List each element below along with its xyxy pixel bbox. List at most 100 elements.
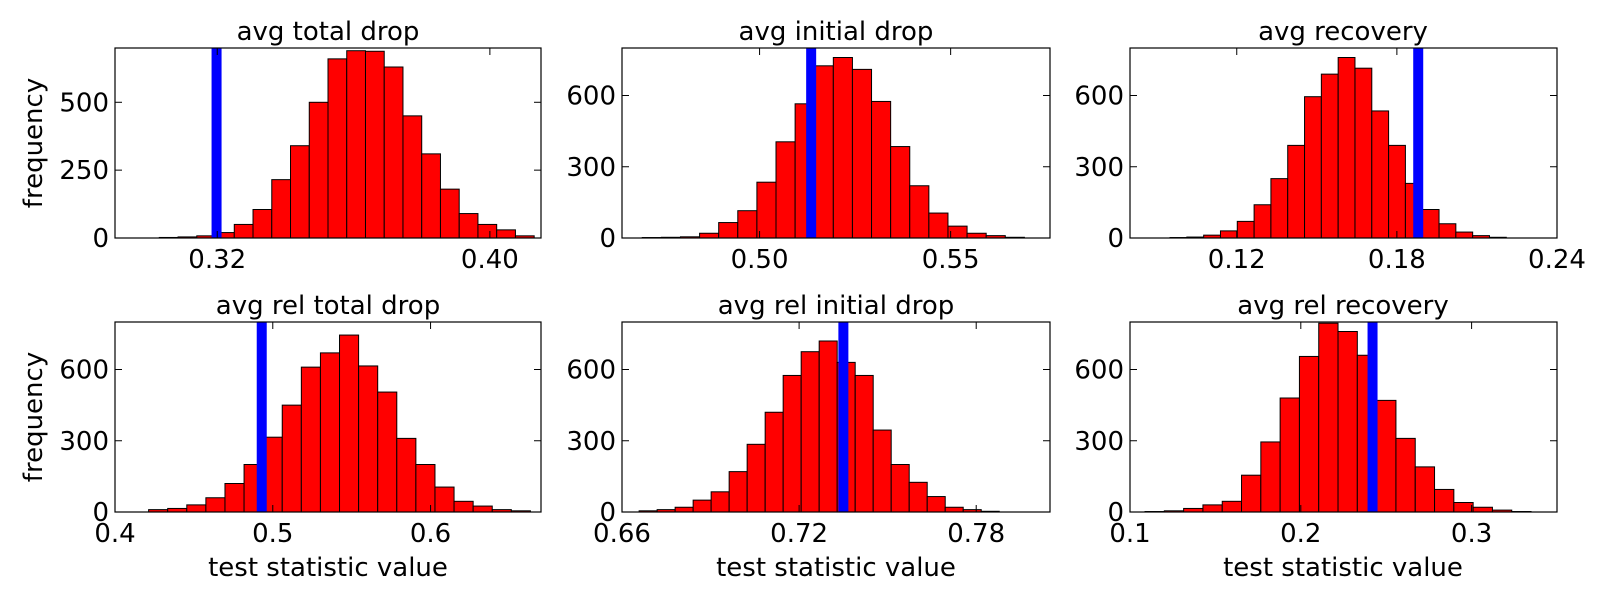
subplot-title: avg total drop [237,17,420,47]
subplot-avg-rel-recovery: avg rel recovery test statistic value 0.… [1074,291,1558,583]
y-tick-label: 300 [1074,153,1124,183]
subplot-avg-rel-total-drop: avg rel total drop frequency test statis… [19,291,542,583]
y-tick-label: 600 [1074,82,1124,112]
histogram-bar [434,486,455,513]
histogram-bar [402,115,423,239]
x-tick-label: 0.2 [1280,519,1321,549]
bar-series [148,334,531,513]
histogram-bar [1395,437,1416,513]
x-tick-label: 0.50 [731,245,789,275]
histogram-bar [908,481,928,513]
histogram-bar [1434,488,1455,513]
histogram-bar [718,222,739,239]
histogram-bar [674,506,694,513]
histogram-bar [926,496,946,513]
histogram-bar [1221,500,1243,513]
plot-frame [114,47,542,239]
histogram-bar [1421,209,1440,239]
histogram-bar [966,232,987,239]
histogram-bar [1455,231,1474,239]
bar-series [158,50,535,239]
histogram-bar [271,179,292,239]
histogram-bar [1279,397,1300,513]
histogram-bar [1438,223,1457,239]
x-tick-label: 0.32 [188,245,246,275]
histogram-bar [1270,178,1289,239]
histogram-bar [1320,73,1339,239]
histogram-bar [737,210,758,239]
histogram-bar [224,483,245,513]
histogram-bar [339,334,360,513]
histogram-bar [800,351,820,513]
histogram-bar [1298,355,1320,513]
observed-value-marker [256,322,267,512]
observed-marker-layer [838,322,849,512]
plot-frame [621,47,1051,239]
histogram-bar [1219,230,1238,239]
x-axis-label: test statistic value [716,553,956,583]
y-tick-label: 0 [92,224,109,254]
observed-value-marker [211,48,222,238]
subplot-title: avg rel initial drop [718,291,955,321]
x-tick-label: 0.24 [1528,245,1586,275]
histogram-bar [710,491,730,513]
subplot-title: avg rel total drop [216,291,440,321]
histogram-bar [327,58,348,239]
bar-series [1144,322,1532,513]
histogram-bar [458,213,479,239]
histogram-bar [346,50,366,239]
histogram-bar [1236,220,1255,239]
histogram-bar [1202,504,1223,513]
histogram-bar [383,66,404,239]
y-tick-label: 250 [59,156,109,186]
y-tick-label: 300 [566,153,616,183]
observed-marker-layer [256,322,267,512]
histogram-bar [477,223,498,239]
subplot-title: avg rel recovery [1237,291,1448,321]
histogram-bar [746,443,766,513]
histogram-bar [775,141,796,239]
histogram-bar [1304,96,1322,239]
histogram-bar [364,50,385,239]
histogram-bar [764,411,784,513]
histogram-bar [728,471,748,513]
histogram-bar [1414,466,1436,513]
histogram-bar [1253,204,1272,239]
histogram-bar [1388,144,1406,239]
bar-series [1169,57,1507,239]
histogram-bar [699,232,720,239]
x-tick-label: 0.40 [461,245,519,275]
x-tick-label: 0.72 [770,519,828,549]
histogram-bar [692,499,712,513]
histogram-bar [832,57,853,239]
histogram-bar [909,185,930,239]
histogram-bar [813,65,834,239]
plot-frame [621,321,1051,513]
histogram-bar [1241,474,1262,513]
histogram-bar [944,506,964,513]
histogram-bar [890,464,910,513]
histogram-bar [872,429,892,513]
observed-value-marker [1413,48,1424,238]
subplot-title: avg initial drop [739,17,934,47]
x-axis-label: test statistic value [1223,553,1463,583]
y-tick-label: 0 [599,224,616,254]
histogram-bar [300,366,321,513]
histogram-bar [1354,67,1373,239]
y-tick-label: 300 [1074,427,1124,457]
histogram-bar [1472,506,1493,513]
observed-value-marker [838,322,849,512]
x-tick-label: 0.5 [252,519,293,549]
histogram-bar [396,437,417,513]
histogram-bar [854,374,874,513]
histogram-bar [319,352,341,513]
bar-series [638,340,1000,513]
histogram-bar [358,365,379,513]
observed-marker-layer [211,48,222,238]
histogram-bar [871,100,892,239]
histogram-bar [1260,441,1281,513]
y-axis-label: frequency [19,78,49,208]
x-tick-label: 0.66 [593,519,651,549]
x-tick-label: 0.18 [1368,245,1426,275]
y-tick-label: 600 [566,82,616,112]
